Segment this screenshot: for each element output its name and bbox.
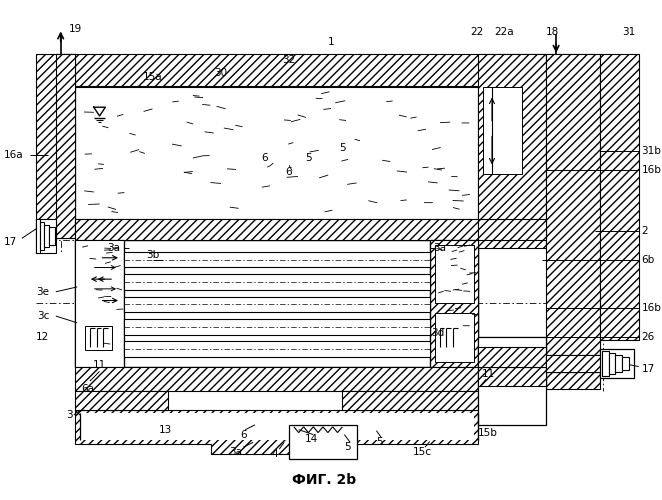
Text: 14: 14 — [305, 434, 318, 444]
Text: 17: 17 — [641, 364, 655, 374]
Text: 22: 22 — [470, 28, 483, 38]
Bar — [36, 54, 75, 238]
Text: 16b: 16b — [641, 166, 661, 175]
Bar — [75, 366, 479, 391]
Bar — [602, 351, 608, 376]
Text: 6a: 6a — [81, 384, 95, 394]
Polygon shape — [75, 410, 479, 454]
Bar — [85, 326, 112, 350]
Bar — [75, 219, 479, 240]
Bar — [479, 347, 546, 366]
Text: 2: 2 — [641, 226, 648, 235]
Text: 6b: 6b — [641, 254, 655, 264]
Bar — [435, 326, 462, 350]
Text: 11: 11 — [481, 370, 495, 380]
Text: 3d: 3d — [431, 328, 444, 338]
Bar — [36, 219, 40, 253]
Bar — [124, 252, 430, 268]
Text: 16b: 16b — [641, 304, 661, 314]
Text: 11: 11 — [93, 360, 106, 370]
Bar — [435, 245, 473, 304]
Text: 6: 6 — [286, 168, 293, 177]
Text: 5: 5 — [344, 442, 351, 452]
Text: 3a: 3a — [229, 447, 242, 457]
Bar — [49, 226, 55, 245]
Text: 15b: 15b — [478, 428, 498, 438]
Bar — [622, 357, 629, 370]
Bar — [616, 355, 622, 372]
Text: 15a: 15a — [143, 72, 163, 82]
Text: 31b: 31b — [641, 146, 661, 156]
Bar — [483, 87, 522, 174]
Bar — [435, 313, 473, 362]
Text: 1: 1 — [328, 37, 334, 47]
Bar — [479, 219, 546, 240]
Text: 6: 6 — [240, 430, 247, 440]
Text: 13: 13 — [159, 424, 172, 434]
Text: 18: 18 — [545, 28, 559, 38]
Text: 31: 31 — [622, 28, 636, 38]
Bar — [289, 425, 357, 459]
Bar — [546, 355, 600, 372]
Bar — [75, 240, 479, 366]
Bar — [56, 54, 75, 238]
Bar — [430, 240, 479, 366]
Bar — [80, 413, 473, 440]
Text: 17: 17 — [4, 237, 17, 247]
Bar — [608, 353, 616, 374]
Bar — [430, 240, 479, 366]
Text: 3a: 3a — [433, 243, 446, 253]
Bar — [124, 274, 430, 290]
Text: 30: 30 — [214, 68, 228, 78]
Text: 3b: 3b — [146, 250, 160, 260]
Bar — [44, 224, 49, 247]
Bar — [124, 296, 430, 312]
Text: ФИГ. 2b: ФИГ. 2b — [292, 473, 356, 487]
Text: 22a: 22a — [494, 28, 514, 38]
Bar — [600, 349, 634, 378]
Bar — [546, 54, 600, 389]
Text: 6: 6 — [261, 152, 268, 162]
Bar — [546, 355, 600, 372]
Text: 19: 19 — [69, 24, 82, 34]
Text: 3: 3 — [66, 410, 72, 420]
Text: 4: 4 — [271, 449, 278, 459]
Bar — [75, 240, 124, 366]
Text: 3e: 3e — [36, 287, 49, 297]
Text: 3c: 3c — [36, 311, 49, 321]
Bar — [479, 352, 546, 366]
Text: 26: 26 — [641, 332, 655, 342]
Bar — [124, 319, 430, 334]
Bar — [600, 54, 639, 341]
Bar — [36, 219, 56, 253]
Bar — [40, 222, 44, 250]
Text: 5: 5 — [305, 152, 312, 162]
Bar — [479, 54, 546, 248]
Bar — [56, 54, 595, 86]
Bar — [75, 391, 167, 410]
Text: 5: 5 — [339, 143, 346, 153]
Bar — [479, 366, 546, 386]
Text: 32: 32 — [283, 54, 296, 64]
Text: 5: 5 — [376, 438, 383, 448]
Bar — [479, 338, 546, 366]
Text: 15c: 15c — [412, 447, 432, 457]
Bar — [124, 342, 430, 357]
Bar — [479, 338, 546, 425]
Text: 16a: 16a — [4, 150, 24, 160]
Bar — [75, 87, 479, 219]
Bar — [342, 391, 479, 410]
Text: 12: 12 — [36, 332, 49, 342]
Text: 3a: 3a — [108, 243, 120, 253]
